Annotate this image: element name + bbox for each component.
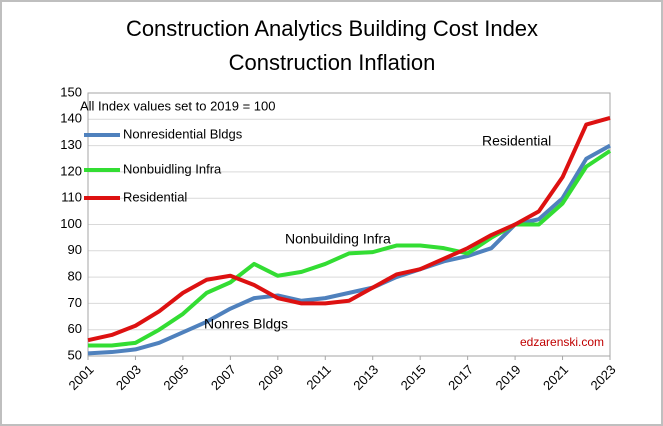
y-tick-label: 120 [60, 163, 82, 178]
y-tick-label: 150 [60, 84, 82, 99]
legend-label: Nonbuidling Infra [123, 161, 222, 176]
annotation: Nonres Bldgs [204, 316, 288, 332]
chart-title: Construction Analytics Building Cost Ind… [126, 16, 538, 41]
y-tick-label: 100 [60, 216, 82, 231]
note: All Index values set to 2019 = 100 [80, 98, 276, 113]
y-tick-label: 60 [68, 321, 82, 336]
legend-label: Nonresidential Bldgs [123, 126, 243, 141]
y-tick-label: 110 [61, 190, 82, 205]
series-line [87, 116, 611, 343]
y-tick-label: 130 [60, 137, 82, 152]
y-tick-label: 140 [60, 111, 82, 126]
y-tick-label: 90 [68, 242, 82, 257]
legend-label: Residential [123, 189, 187, 204]
series-line [88, 149, 612, 348]
y-tick-label: 50 [68, 347, 82, 362]
y-tick-label: 70 [68, 295, 82, 310]
y-tick-label: 80 [68, 269, 82, 284]
annotation: Residential [482, 133, 551, 149]
annotation: Nonbuilding Infra [285, 231, 391, 247]
source: edzarenski.com [520, 335, 604, 349]
chart-title: Construction Inflation [229, 50, 436, 75]
plot-border [87, 92, 611, 357]
